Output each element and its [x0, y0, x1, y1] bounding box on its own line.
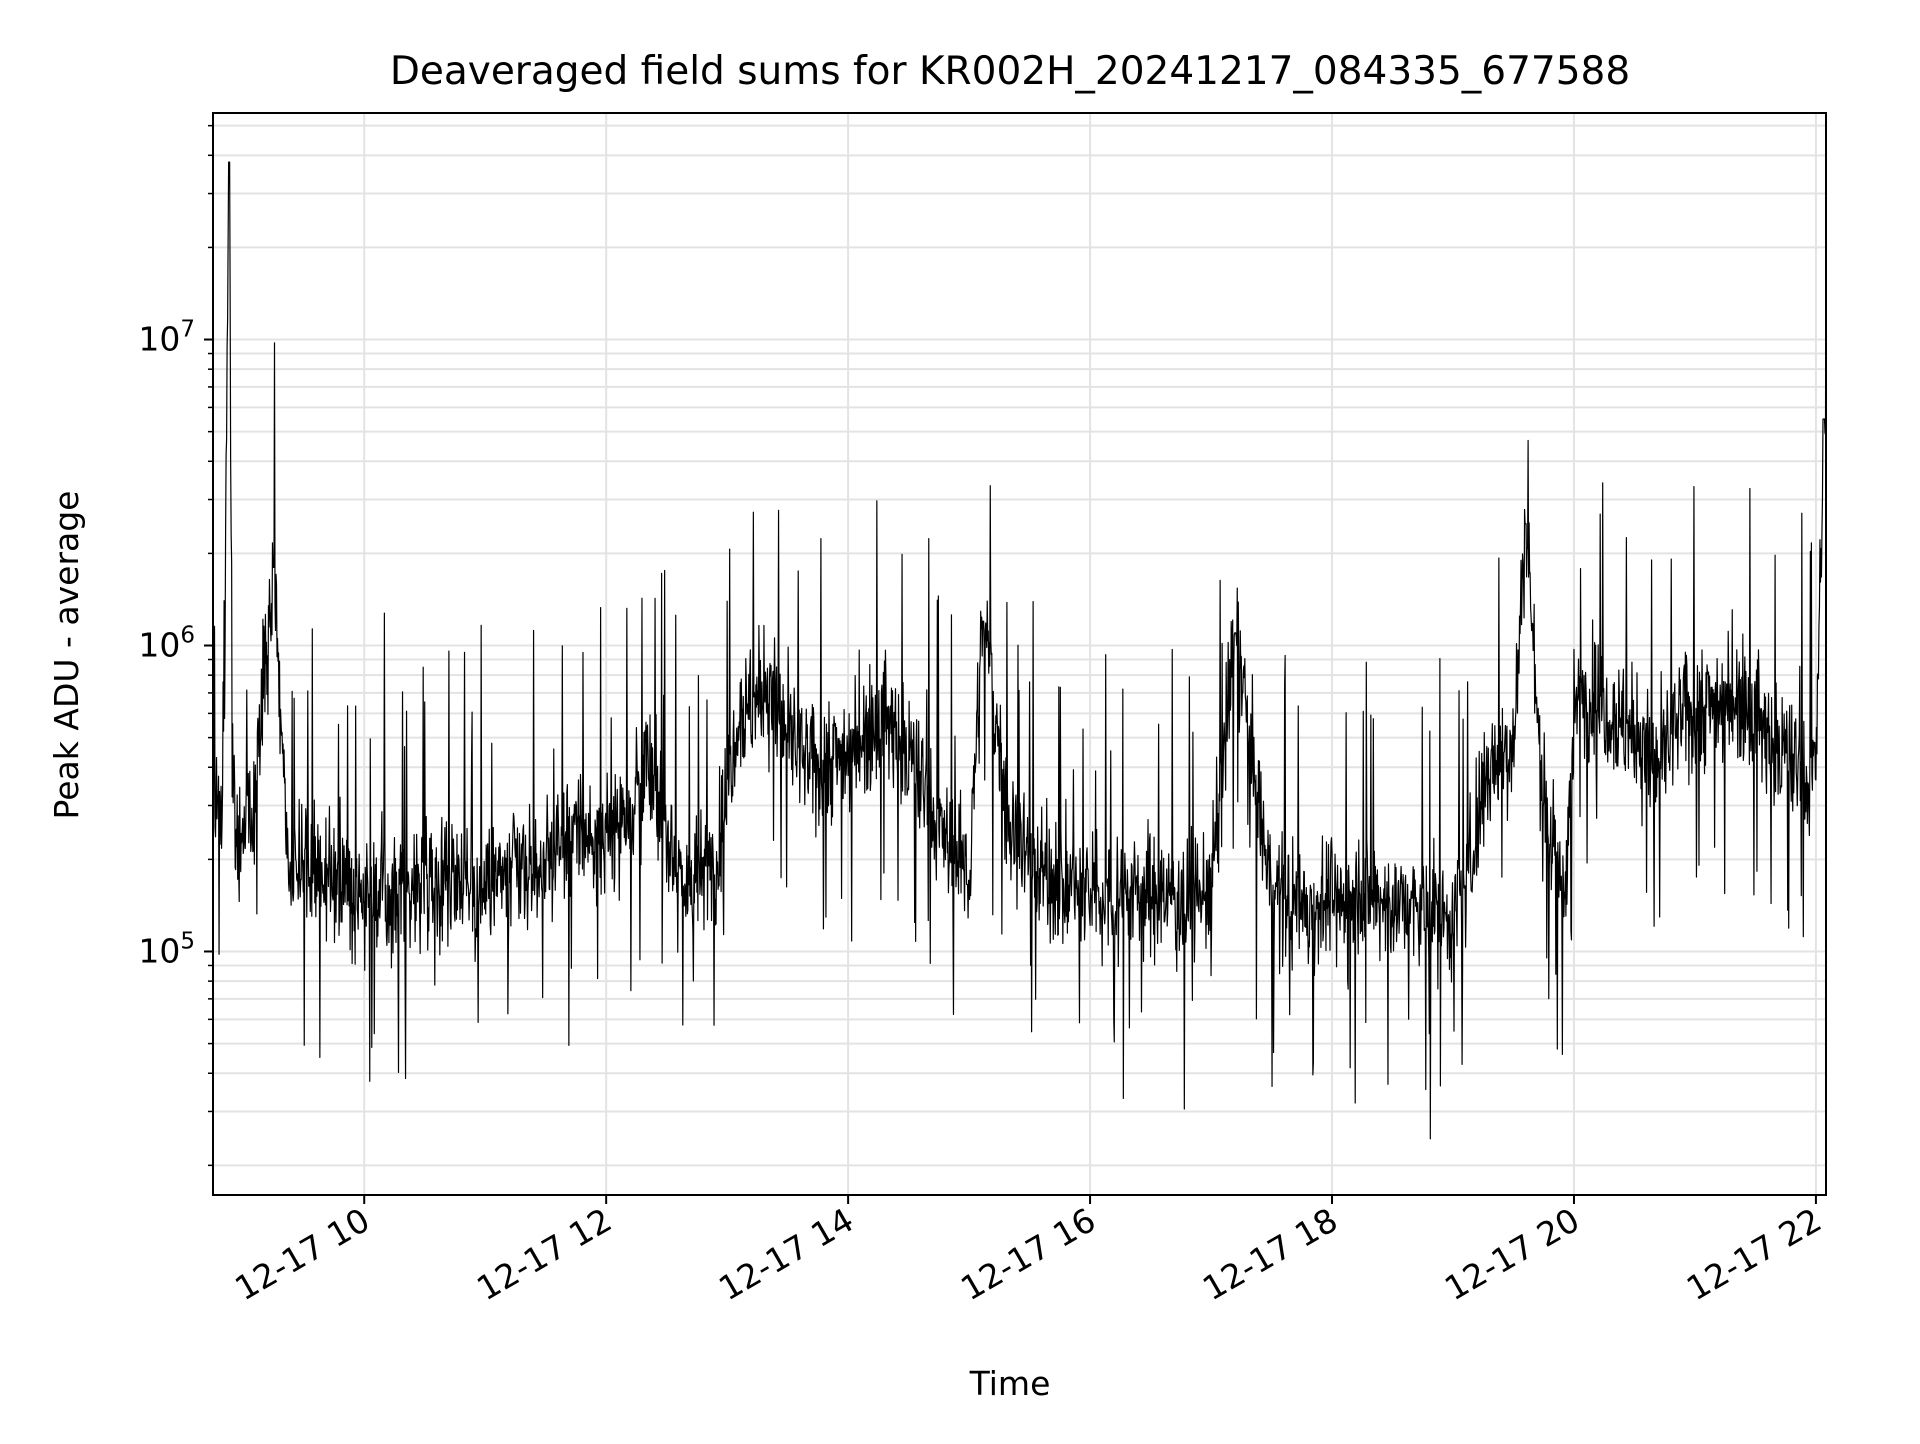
x-axis-label: Time: [969, 1364, 1051, 1403]
y-tick-label: 107: [138, 317, 195, 359]
y-tick-label: 105: [138, 928, 195, 970]
plot-area: [212, 161, 1827, 1140]
chart-title: Deaveraged field sums for KR002H_2024121…: [390, 49, 1630, 94]
plot-frame: [212, 112, 1827, 1196]
series-line: [212, 161, 1827, 1140]
y-axis-label: Peak ADU - average: [47, 491, 86, 820]
y-tick-label: 106: [138, 623, 195, 665]
